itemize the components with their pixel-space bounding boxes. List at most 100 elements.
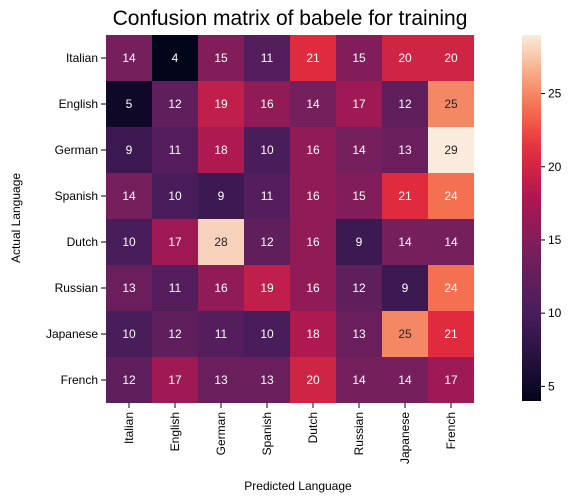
y-tick-label: Japanese — [46, 327, 98, 341]
heatmap-cell — [152, 173, 198, 219]
heatmap-cell — [106, 173, 152, 219]
y-axis-label: Actual Language — [9, 173, 23, 263]
heatmap-cell — [290, 35, 336, 81]
cell-value-label: 18 — [306, 327, 320, 341]
heatmap-cell — [382, 265, 428, 311]
heatmap-cell — [198, 265, 244, 311]
cell-value-label: 12 — [260, 235, 274, 249]
cell-value-label: 25 — [398, 327, 412, 341]
cell-value-label: 11 — [215, 327, 228, 341]
cell-value-label: 11 — [169, 281, 182, 295]
heatmap-cell — [428, 127, 474, 173]
cell-value-label: 13 — [214, 373, 228, 387]
heatmap-cell — [290, 219, 336, 265]
x-tick-label: Japanese — [398, 412, 412, 464]
cell-value-label: 14 — [444, 235, 458, 249]
cell-value-label: 15 — [352, 51, 366, 65]
y-tick-label: German — [55, 143, 98, 157]
cell-value-label: 9 — [402, 281, 409, 295]
heatmap-cell — [336, 357, 382, 403]
cell-value-label: 17 — [168, 235, 182, 249]
colorbar-ticks: 5 10 15 20 25 — [541, 87, 562, 393]
heatmap-cell — [382, 127, 428, 173]
heatmap-cell — [428, 81, 474, 127]
cell-value-label: 20 — [444, 51, 458, 65]
y-tick-label: Dutch — [67, 235, 98, 249]
cell-value-label: 19 — [260, 281, 274, 295]
cell-value-label: 9 — [356, 235, 363, 249]
cell-value-label: 4 — [172, 51, 179, 65]
cell-value-label: 24 — [444, 189, 458, 203]
cell-value-label: 16 — [306, 143, 320, 157]
heatmap-cell — [106, 127, 152, 173]
heatmap-cell — [336, 35, 382, 81]
cell-value-label: 16 — [306, 235, 320, 249]
heatmap-cell — [106, 265, 152, 311]
heatmap-cell — [336, 265, 382, 311]
cell-value-label: 29 — [444, 143, 458, 157]
heatmap-cell — [152, 81, 198, 127]
heatmap-cell — [198, 173, 244, 219]
heatmap-cell — [290, 127, 336, 173]
cell-value-label: 12 — [168, 327, 182, 341]
cell-value-label: 10 — [168, 189, 182, 203]
heatmap-cell — [244, 35, 290, 81]
cell-value-label: 10 — [122, 235, 136, 249]
cell-value-label: 10 — [122, 327, 136, 341]
heatmap-cell — [382, 219, 428, 265]
cell-value-label: 10 — [260, 143, 274, 157]
x-tick-label: Spanish — [260, 412, 274, 455]
heatmap-cell — [428, 35, 474, 81]
heatmap-cell — [290, 173, 336, 219]
x-tick-labels: Italian English German Spanish Dutch Russian J… — [122, 403, 458, 464]
heatmap-cell — [198, 81, 244, 127]
colorbar-tick-label: 15 — [548, 233, 562, 247]
cell-value-label: 15 — [352, 189, 366, 203]
heatmap-cell — [336, 311, 382, 357]
heatmap-cell — [106, 81, 152, 127]
cell-value-label: 14 — [352, 373, 366, 387]
y-tick-labels: Italian English German Spanish Dutch Russian J… — [46, 51, 106, 387]
cell-value-label: 12 — [122, 373, 136, 387]
cell-value-label: 14 — [122, 51, 136, 65]
cell-value-label: 13 — [398, 143, 412, 157]
heatmap-cell — [244, 173, 290, 219]
cell-value-label: 14 — [398, 235, 412, 249]
heatmap-cell — [428, 265, 474, 311]
heatmap-cell — [244, 265, 290, 311]
heatmap-cell — [382, 35, 428, 81]
heatmap-cell — [244, 81, 290, 127]
heatmap-cell — [198, 35, 244, 81]
colorbar-tick-label: 25 — [548, 87, 562, 101]
cell-value-label: 16 — [306, 281, 320, 295]
cell-value-label: 17 — [352, 97, 366, 111]
heatmap-cell — [152, 265, 198, 311]
heatmap-cell — [382, 81, 428, 127]
heatmap-cell — [152, 357, 198, 403]
cell-value-label: 21 — [444, 327, 458, 341]
cell-value-label: 11 — [261, 189, 274, 203]
cell-value-label: 24 — [444, 281, 458, 295]
cell-value-label: 12 — [398, 97, 412, 111]
heatmap-cell — [336, 127, 382, 173]
cell-value-label: 16 — [306, 189, 320, 203]
cell-value-label: 13 — [260, 373, 274, 387]
cell-value-label: 20 — [306, 373, 320, 387]
cell-value-label: 14 — [122, 189, 136, 203]
cell-value-label: 14 — [398, 373, 412, 387]
heatmap-cell — [106, 311, 152, 357]
heatmap-cell — [152, 311, 198, 357]
heatmap-cell — [336, 173, 382, 219]
cell-value-label: 16 — [260, 97, 274, 111]
heatmap-cell — [336, 219, 382, 265]
heatmap-cell — [106, 357, 152, 403]
heatmap-cell — [244, 357, 290, 403]
colorbar-tick-label: 10 — [548, 306, 562, 320]
heatmap-cell — [106, 219, 152, 265]
heatmap-cell — [198, 357, 244, 403]
heatmap-cell — [336, 81, 382, 127]
y-tick-label: Spanish — [55, 189, 98, 203]
cell-value-label: 21 — [398, 189, 412, 203]
cell-value-label: 21 — [306, 51, 320, 65]
cell-value-label: 11 — [169, 143, 182, 157]
